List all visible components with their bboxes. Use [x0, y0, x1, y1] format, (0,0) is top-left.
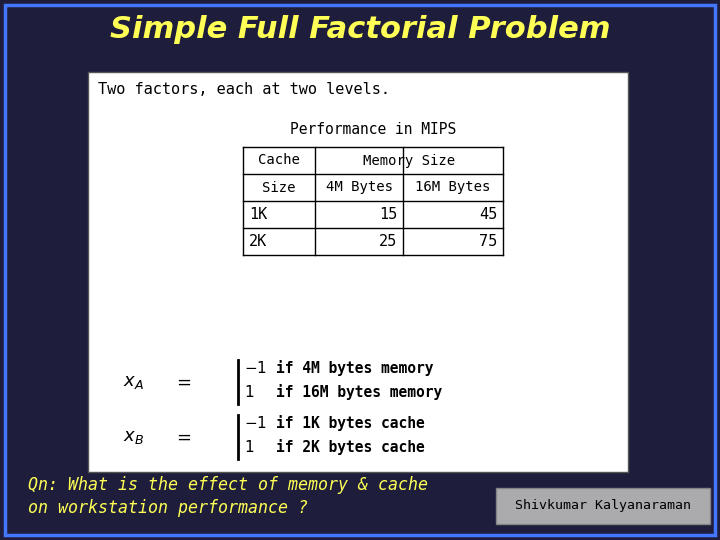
Text: Size: Size — [262, 180, 296, 194]
Text: $x_B$: $x_B$ — [123, 428, 144, 446]
Text: 2K: 2K — [249, 234, 267, 249]
Text: $=$: $=$ — [173, 373, 192, 391]
Text: 1K: 1K — [249, 207, 267, 222]
Text: Memory Size: Memory Size — [363, 153, 455, 167]
Text: 4M Bytes: 4M Bytes — [325, 180, 392, 194]
Text: $-1$: $-1$ — [244, 415, 267, 431]
Text: 25: 25 — [379, 234, 397, 249]
Text: Two factors, each at two levels.: Two factors, each at two levels. — [98, 83, 390, 98]
Text: 15: 15 — [379, 207, 397, 222]
Text: $1$: $1$ — [244, 439, 254, 455]
Text: $1$: $1$ — [244, 384, 254, 400]
Text: if 16M bytes memory: if 16M bytes memory — [276, 384, 442, 400]
Text: if 4M bytes memory: if 4M bytes memory — [276, 360, 433, 376]
Text: 45: 45 — [479, 207, 497, 222]
Text: Qn: What is the effect of memory & cache: Qn: What is the effect of memory & cache — [28, 476, 428, 494]
Text: on workstation performance ?: on workstation performance ? — [28, 499, 308, 517]
Text: Cache: Cache — [258, 153, 300, 167]
Text: 16M Bytes: 16M Bytes — [415, 180, 491, 194]
Text: if 1K bytes cache: if 1K bytes cache — [276, 415, 425, 431]
Text: $=$: $=$ — [173, 428, 192, 446]
FancyBboxPatch shape — [88, 72, 628, 472]
Text: $x_A$: $x_A$ — [123, 373, 144, 391]
Text: 75: 75 — [479, 234, 497, 249]
FancyBboxPatch shape — [496, 488, 710, 524]
Text: if 2K bytes cache: if 2K bytes cache — [276, 439, 425, 455]
Text: $-1$: $-1$ — [244, 360, 267, 376]
Text: Simple Full Factorial Problem: Simple Full Factorial Problem — [109, 16, 611, 44]
Text: Performance in MIPS: Performance in MIPS — [290, 122, 456, 137]
Text: Shivkumar Kalyanaraman: Shivkumar Kalyanaraman — [515, 500, 691, 512]
